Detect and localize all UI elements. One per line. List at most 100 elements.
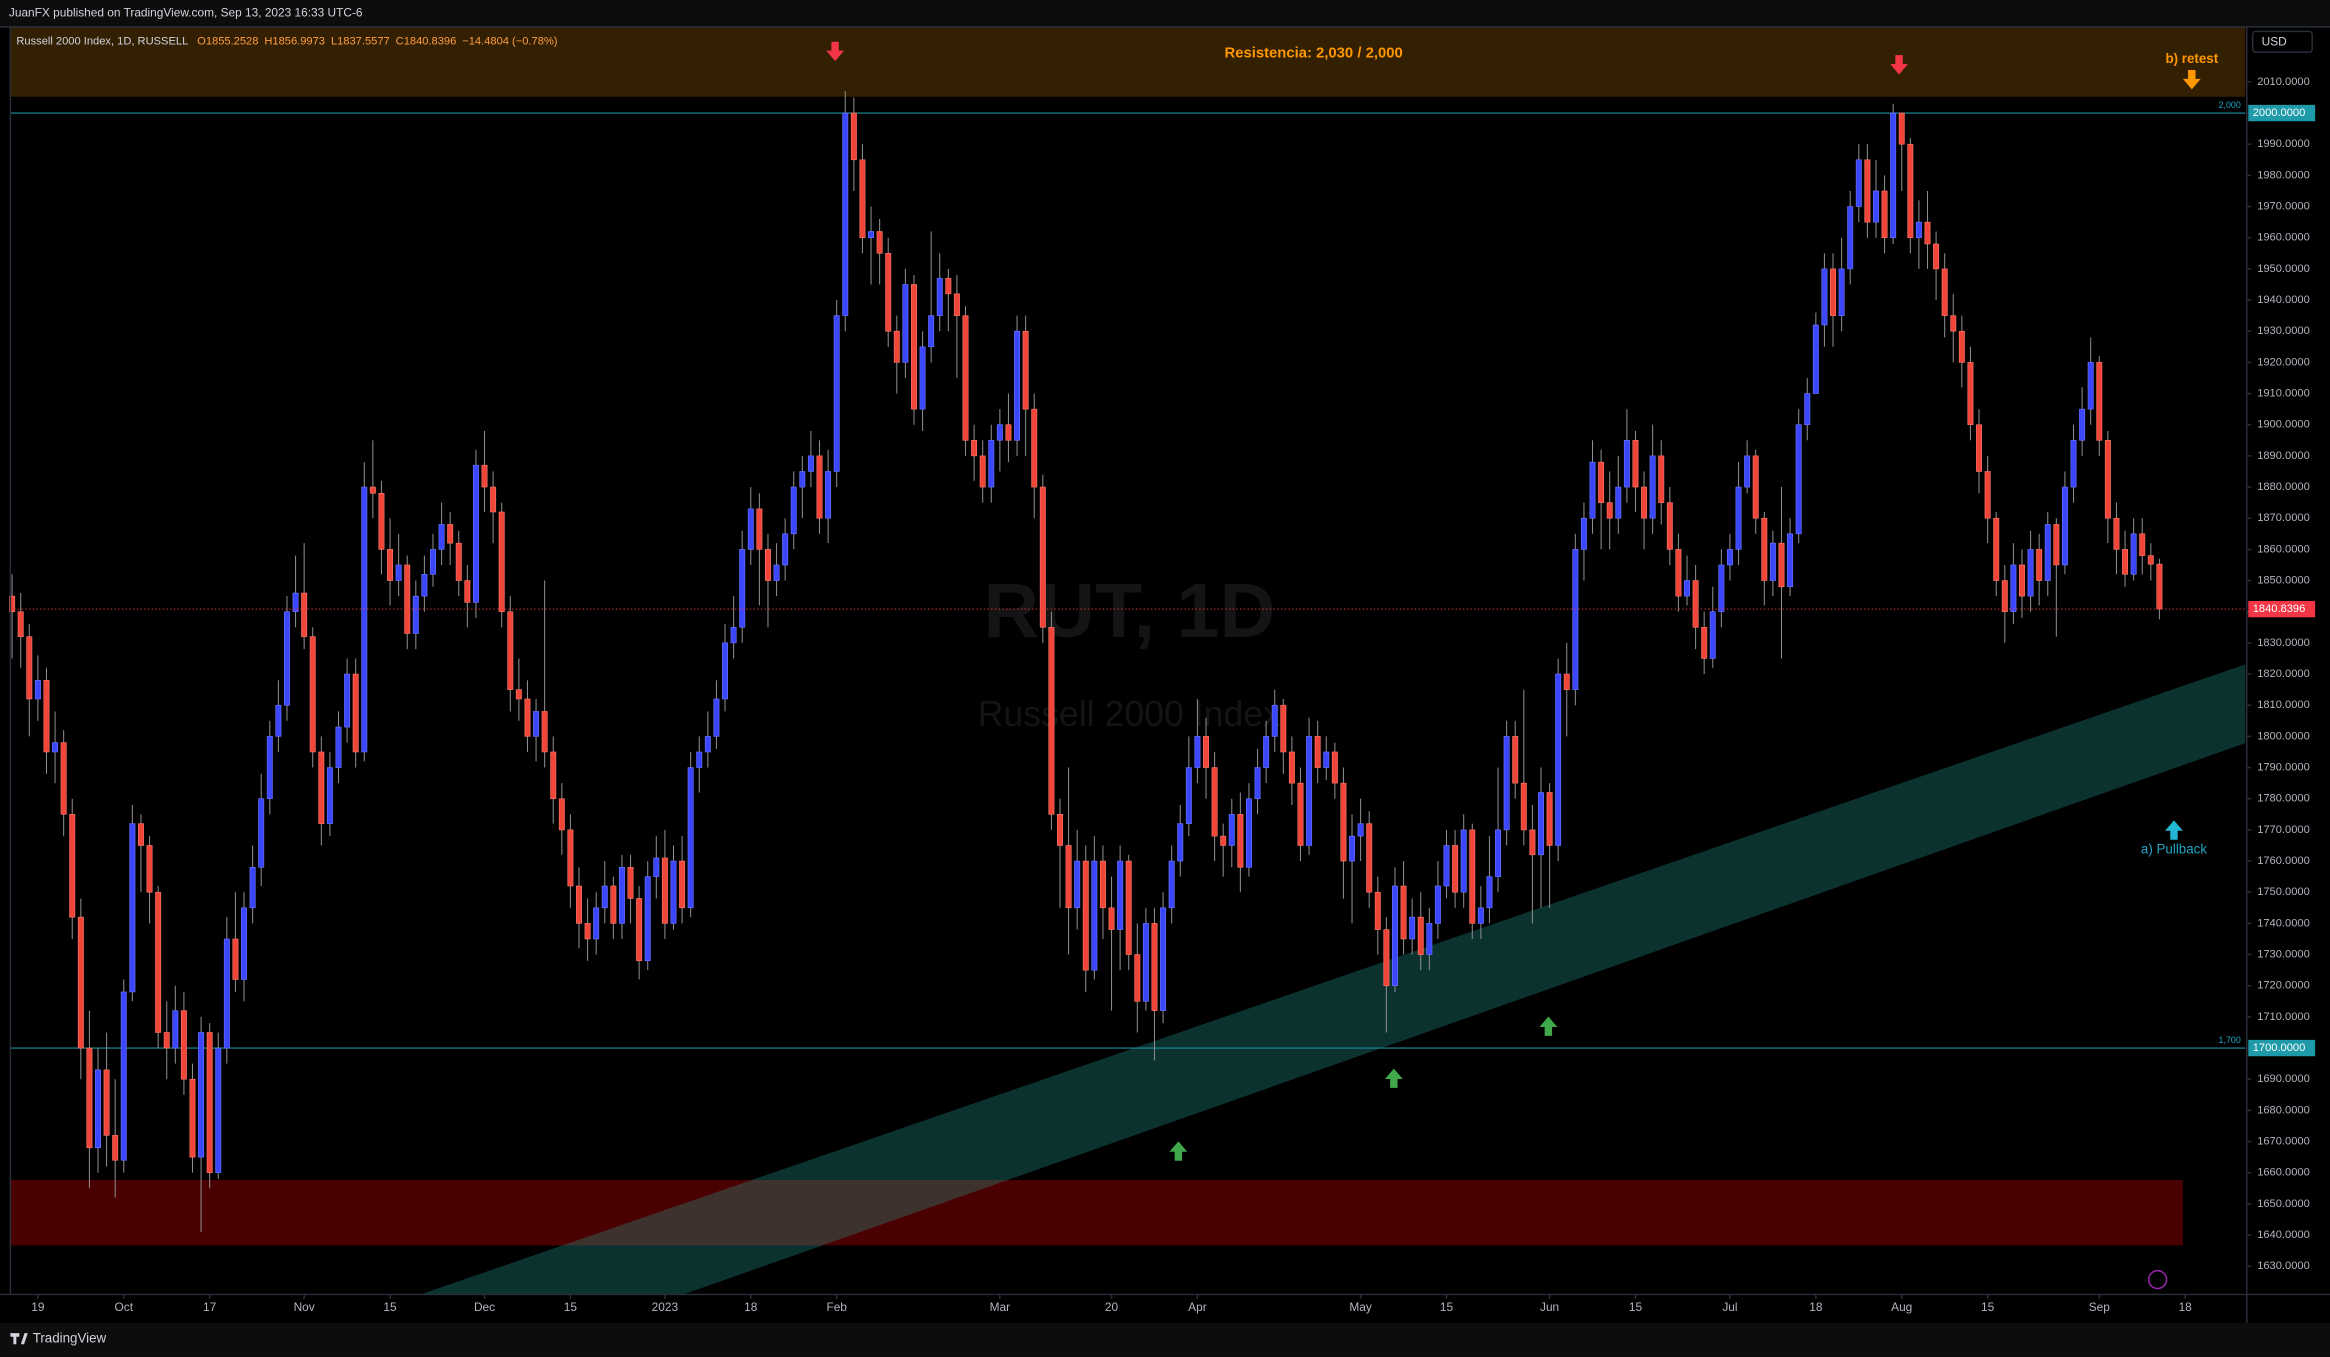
candle-body <box>1778 542 1785 588</box>
candle-body <box>223 938 230 1049</box>
candle-body <box>146 845 153 893</box>
candle-body <box>601 885 608 909</box>
candle-body <box>2147 555 2154 565</box>
high-label: H1856.9973 <box>264 36 325 48</box>
candle-body <box>1469 829 1476 924</box>
candle-body <box>696 751 703 768</box>
y-tick-label: 1780.0000 <box>2257 793 2310 805</box>
candle-body <box>172 1010 179 1049</box>
candle-body <box>1211 767 1218 837</box>
candle-body <box>1881 190 1888 239</box>
candle-body <box>1426 923 1433 955</box>
candle-body <box>1383 929 1390 987</box>
candle-body <box>1761 517 1768 581</box>
y-tick-label: 1770.0000 <box>2257 824 2310 836</box>
candle-body <box>2053 524 2060 566</box>
x-tick-label: 15 <box>1440 1300 1454 1314</box>
candle-body <box>2001 580 2008 613</box>
candle-body <box>1512 736 1519 784</box>
currency-box[interactable] <box>2251 30 2313 53</box>
logo-mark <box>10 1333 28 1345</box>
y-tick-label: 1940.0000 <box>2257 294 2310 306</box>
y-tick-label: 1870.0000 <box>2257 512 2310 524</box>
candle-body <box>2079 408 2086 441</box>
candle-body <box>679 860 686 909</box>
x-tick-label: 18 <box>744 1300 758 1314</box>
candle-body <box>1263 736 1270 768</box>
candle-body <box>1503 736 1510 831</box>
candle-body <box>412 595 419 634</box>
pullback-label: a) Pullback <box>2141 842 2207 857</box>
candle-body <box>387 549 394 581</box>
candle-body <box>1589 461 1596 519</box>
candle-body <box>1520 782 1527 831</box>
candle-body <box>1057 814 1063 846</box>
candle-body <box>2061 486 2068 566</box>
candle-body <box>163 1032 170 1049</box>
candle-body <box>1890 112 1897 239</box>
time-axis <box>0 1294 2247 1323</box>
candle-body <box>292 592 299 613</box>
candle-body <box>1452 845 1459 893</box>
candle-body <box>1185 767 1192 824</box>
candle-body <box>1142 923 1149 1002</box>
candle-body <box>1374 891 1381 930</box>
y-tick-label: 1890.0000 <box>2257 450 2310 462</box>
candle-body <box>825 471 832 519</box>
candle-body <box>404 564 411 634</box>
candle-body <box>43 679 50 753</box>
candle-body <box>687 767 694 909</box>
candle-body <box>1615 486 1622 519</box>
candle-body <box>1769 542 1776 581</box>
candle-body <box>1245 798 1252 868</box>
candle-body <box>850 112 857 161</box>
candle-body <box>996 424 1003 441</box>
candle-body <box>2019 564 2025 597</box>
candle-body <box>2104 440 2111 519</box>
x-tick-label: Mar <box>990 1300 1010 1314</box>
candle-body <box>1297 782 1304 846</box>
support-zone <box>10 1180 2183 1246</box>
candle-body <box>558 798 565 831</box>
candle-body <box>1812 324 1819 394</box>
candle-body <box>275 704 282 737</box>
replay-icon[interactable] <box>2147 1269 2168 1290</box>
candle-body <box>69 814 76 918</box>
candle-body <box>1598 461 1605 503</box>
y-tick-label: 1950.0000 <box>2257 263 2310 275</box>
candle-body <box>524 698 531 737</box>
candle-body <box>1357 823 1364 837</box>
candles <box>9 91 2246 1232</box>
candle-body <box>421 574 428 597</box>
candle-body <box>52 742 59 753</box>
candle-body <box>1099 860 1106 909</box>
candle-body <box>206 1032 213 1174</box>
last-price-box <box>2248 600 2316 618</box>
level-label: 1,700 <box>2219 1035 2241 1045</box>
candle-body <box>1580 517 1587 550</box>
candle-body <box>498 511 505 613</box>
candle-body <box>1606 502 1613 519</box>
candle-body <box>326 767 333 824</box>
candle-body <box>1168 860 1175 909</box>
candle-body <box>1855 159 1862 207</box>
candle-body <box>1787 533 1794 588</box>
candle-body <box>2044 524 2051 581</box>
candle-body <box>739 549 746 628</box>
candle-body <box>1005 424 1012 441</box>
candle-body <box>507 611 514 690</box>
candle-body <box>971 440 978 457</box>
y-tick-label: 1850.0000 <box>2257 574 2310 586</box>
candle-body <box>1623 440 1630 488</box>
y-tick-label: 1820.0000 <box>2257 668 2310 680</box>
candle-body <box>627 866 634 899</box>
trend-channel <box>420 664 2246 1295</box>
x-tick-label: May <box>1349 1300 1371 1314</box>
candle-body <box>1641 486 1648 519</box>
candle-body <box>1306 736 1313 846</box>
x-tick-label: Jul <box>1722 1300 1737 1314</box>
level-axis-label: 2000.0000 <box>2253 107 2306 119</box>
up-arrow <box>1169 1141 1188 1161</box>
candle-body <box>103 1069 110 1136</box>
last-price-label: 1840.8396 <box>2253 603 2306 615</box>
